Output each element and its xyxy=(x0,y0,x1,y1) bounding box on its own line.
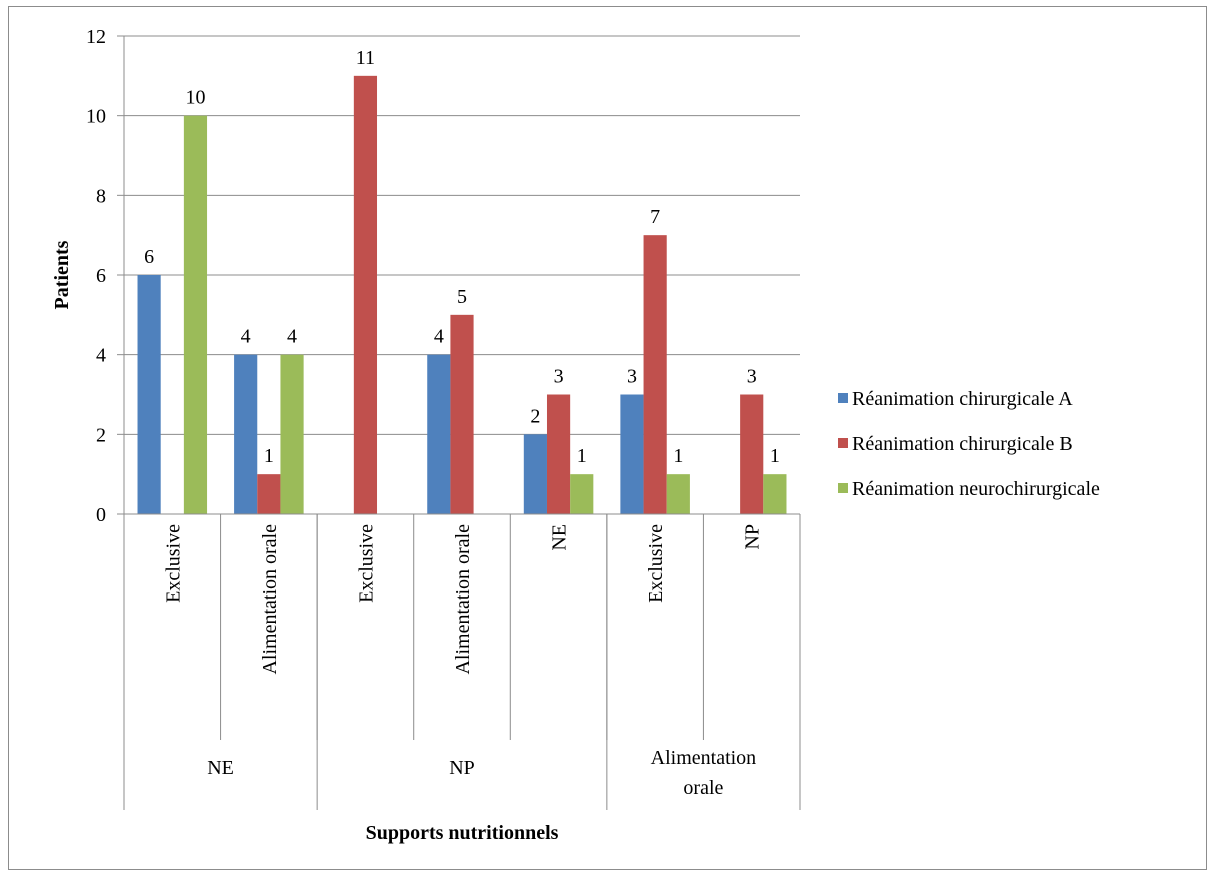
bar xyxy=(643,235,667,514)
data-label: 3 xyxy=(747,366,757,388)
x-category-label: Exclusive xyxy=(162,524,184,603)
bar xyxy=(450,314,474,514)
axes xyxy=(117,35,801,810)
data-label: 3 xyxy=(627,366,637,388)
data-label: 4 xyxy=(434,326,444,348)
x-group-label: NE xyxy=(207,757,234,779)
data-label: 3 xyxy=(554,366,564,388)
bar xyxy=(137,275,161,514)
data-label: 11 xyxy=(356,47,375,69)
legend-swatch xyxy=(838,393,848,403)
y-tick-label: 10 xyxy=(86,106,106,128)
y-tick-label: 8 xyxy=(96,185,106,207)
x-axis-title: Supports nutritionnels xyxy=(366,822,559,844)
legend-label: Réanimation neurochirurgicale xyxy=(852,478,1100,500)
bar xyxy=(353,75,378,514)
bar xyxy=(666,474,690,514)
x-group-label: orale xyxy=(683,777,723,799)
data-label: 2 xyxy=(530,405,540,427)
legend-label: Réanimation chirurgicale B xyxy=(852,433,1073,455)
bar xyxy=(546,394,571,514)
x-group-label: Alimentation xyxy=(651,747,757,769)
x-group-label: NP xyxy=(449,757,475,779)
bar xyxy=(257,474,281,514)
data-label: 1 xyxy=(264,445,274,467)
data-label: 5 xyxy=(457,286,467,308)
bar xyxy=(740,394,764,514)
y-tick-label: 4 xyxy=(96,345,106,367)
data-label: 4 xyxy=(287,326,297,348)
legend-swatch xyxy=(838,438,848,448)
data-label: 4 xyxy=(241,326,251,348)
y-tick-label: 12 xyxy=(86,26,106,48)
x-category-label: Alimentation orale xyxy=(452,524,474,675)
legend-label: Réanimation chirurgicale A xyxy=(852,388,1073,410)
y-tick-label: 0 xyxy=(96,504,106,526)
x-category-label: NP xyxy=(742,524,764,550)
x-category-label: Exclusive xyxy=(355,524,377,603)
data-label: 10 xyxy=(185,87,205,109)
data-label: 1 xyxy=(673,445,683,467)
legend: Réanimation chirurgicale A Réanimation ch… xyxy=(838,388,1100,500)
bar xyxy=(183,115,208,515)
y-tick-label: 2 xyxy=(96,424,106,446)
x-category-label: Exclusive xyxy=(645,524,667,603)
bars xyxy=(137,75,787,515)
bar xyxy=(570,474,594,514)
bar xyxy=(523,434,547,514)
bar xyxy=(427,354,451,514)
data-label: 1 xyxy=(577,445,587,467)
bar xyxy=(620,394,644,514)
legend-swatch xyxy=(838,483,848,493)
chart-frame xyxy=(8,6,1207,870)
x-category-label: Alimentation orale xyxy=(259,524,281,675)
data-label: 7 xyxy=(650,206,660,228)
bar xyxy=(763,474,787,514)
y-tick-label: 6 xyxy=(96,265,106,287)
bar xyxy=(280,354,304,514)
data-label: 6 xyxy=(144,246,154,268)
bar xyxy=(234,354,258,514)
y-axis-title: Patients xyxy=(51,240,73,309)
x-category-label: NE xyxy=(549,524,571,551)
data-label: 1 xyxy=(770,445,780,467)
